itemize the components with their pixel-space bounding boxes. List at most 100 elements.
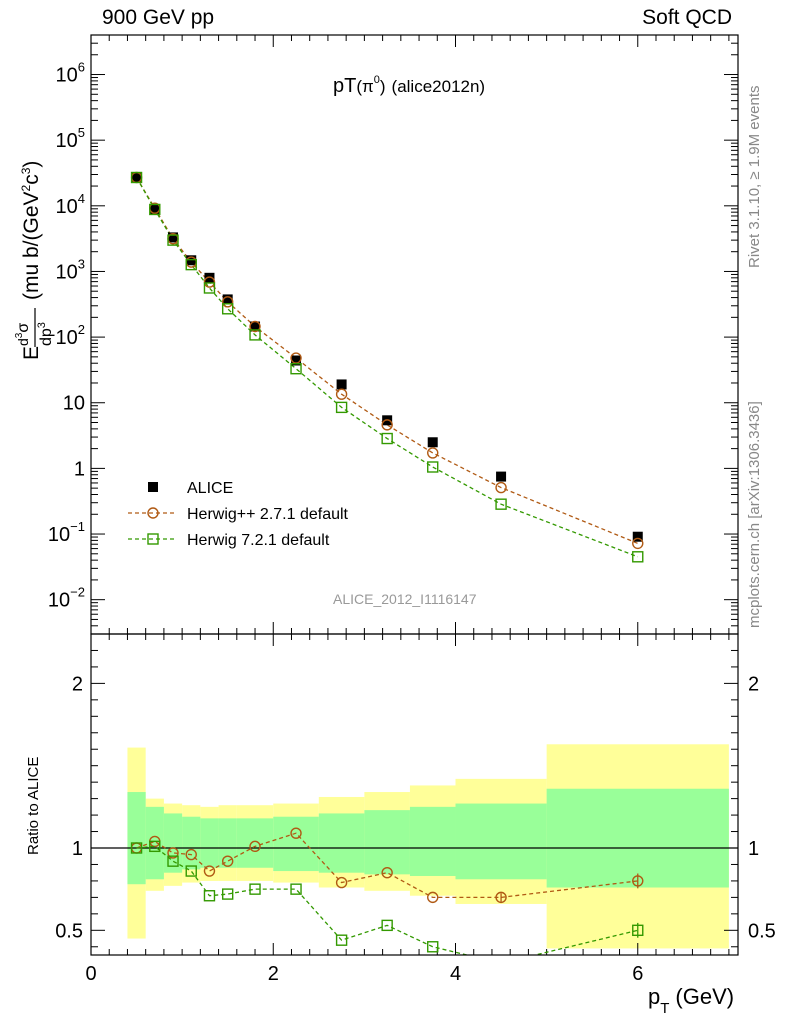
ratio-point-herwigpp	[167, 847, 179, 859]
stat-uncertainty-band	[127, 792, 146, 885]
main-point-alice	[149, 204, 160, 215]
legend-label: ALICE	[187, 480, 233, 497]
main-point-herwig7	[495, 498, 507, 510]
main-point-alice	[496, 471, 507, 482]
stat-uncertainty-band	[318, 813, 365, 873]
ratio-y-tick-label: 1	[72, 838, 83, 860]
y-tick-label: 103	[56, 256, 85, 283]
svg-text:dp3: dp3	[36, 322, 55, 346]
ratio-y-tick-label-right: 1	[748, 838, 759, 860]
x-axis-label: pT (GeV)	[648, 984, 734, 1017]
stat-uncertainty-band	[163, 813, 183, 873]
main-point-herwig7	[632, 551, 644, 563]
main-point-alice	[632, 531, 643, 542]
main-point-alice	[291, 355, 302, 366]
main-point-herwig7	[335, 401, 348, 414]
ratio-point-herwig7	[221, 888, 234, 900]
main-point-herwigpp	[632, 537, 644, 550]
x-tick-label: 0	[85, 963, 96, 985]
header-left-label: 900 GeV pp	[102, 6, 215, 29]
ratio-curve-0	[136, 832, 638, 899]
ratio-point-herwigpp	[381, 866, 393, 879]
ratio-point-herwig7	[632, 924, 644, 937]
main-point-herwigpp	[221, 296, 234, 308]
ratio-panel-frame	[90, 633, 739, 956]
axis-ticks: 0 2 4 6 10−2 10−1 1 10 102 103 104 105 106 0.5 0.5 1 1 2 2	[48, 34, 776, 985]
panel-frames	[90, 34, 739, 956]
y-tick-label: 104	[56, 191, 85, 218]
svg-text:Ed3σ: Ed3σ	[14, 323, 43, 360]
y-tick-label: 105	[56, 125, 85, 152]
main-point-herwigpp	[495, 481, 507, 494]
analysis-id-watermark: ALICE_2012_I1116147	[333, 591, 477, 607]
main-point-herwigpp	[381, 419, 393, 431]
y-tick-label: 1	[74, 458, 85, 480]
stat-uncertainty-band	[546, 788, 729, 888]
ratio-point-herwigpp	[249, 840, 261, 853]
x-tick-label: 2	[268, 963, 279, 985]
ratio-point-herwig7	[335, 934, 348, 946]
x-tick-label: 4	[450, 963, 461, 985]
main-point-alice	[222, 294, 233, 305]
ratio-point-herwig7	[167, 855, 179, 867]
main-point-herwig7	[130, 171, 143, 184]
stat-uncertainty-band	[236, 818, 274, 868]
y-tick-label: 10−2	[48, 585, 85, 612]
ratio-point-herwigpp	[221, 855, 234, 867]
main-point-herwig7	[203, 282, 216, 294]
legend-label: Herwig++ 2.7.1 default	[187, 506, 349, 523]
stat-uncertainty-band	[364, 810, 410, 875]
main-curve-2	[135, 177, 638, 558]
ratio-point-herwigpp	[495, 891, 507, 904]
ratio-curves	[130, 827, 644, 955]
stat-uncertainty-band	[200, 818, 219, 868]
main-point-alice	[427, 437, 438, 448]
main-point-herwig7	[249, 329, 261, 341]
ratio-point-herwigpp	[203, 865, 216, 877]
ratio-point-herwig7	[427, 941, 439, 953]
x-tick-label: 6	[632, 963, 643, 985]
ratio-y-tick-label-right: 0.5	[748, 920, 776, 942]
main-point-alice	[168, 232, 179, 243]
legend-marker	[147, 507, 159, 519]
main-point-herwig7	[290, 363, 302, 375]
ratio-y-tick-label: 0.5	[55, 920, 83, 942]
svg-text:(mu b/(GeV2c3): (mu b/(GeV2c3)	[19, 161, 43, 300]
main-point-herwig7	[381, 432, 393, 445]
uncertainty-bands	[91, 744, 738, 949]
stat-uncertainty-band	[273, 816, 319, 872]
ratio-point-herwig7	[290, 883, 302, 895]
main-point-alice	[204, 272, 215, 283]
legend-marker	[148, 482, 158, 492]
ratio-point-herwig7	[381, 919, 393, 932]
main-point-herwig7	[149, 203, 161, 216]
stat-uncertainty-band	[218, 818, 237, 868]
y-tick-label: 102	[56, 322, 85, 349]
ratio-point-herwig7	[149, 840, 161, 853]
ratio-y-axis-label: Ratio to ALICE	[25, 757, 42, 855]
main-point-herwig7	[185, 258, 197, 271]
ratio-point-herwig7	[203, 890, 216, 902]
main-point-alice	[131, 172, 142, 183]
ratio-point-herwigpp	[290, 827, 302, 839]
y-tick-label: 10−1	[48, 519, 85, 546]
legend: ALICE Herwig++ 2.7.1 default Herwig 7.2.1 …	[128, 480, 349, 549]
ratio-point-herwigpp	[632, 875, 644, 887]
legend-marker	[147, 533, 159, 545]
main-point-herwig7	[221, 303, 234, 315]
stat-uncertainty-band	[145, 806, 164, 880]
ratio-y-tick-label-right: 2	[748, 673, 759, 695]
main-point-herwig7	[427, 461, 439, 473]
data-markers	[130, 171, 644, 563]
main-point-herwigpp	[203, 276, 216, 288]
ratio-point-herwigpp	[427, 891, 439, 904]
ratio-curve-1	[136, 845, 638, 955]
y-tick-label: 10	[63, 393, 85, 415]
main-point-herwig7	[167, 234, 179, 246]
stat-uncertainty-band	[182, 816, 201, 870]
main-point-alice	[250, 321, 261, 332]
ratio-point-herwig7	[130, 842, 143, 854]
main-point-herwigpp	[335, 388, 348, 400]
main-point-herwigpp	[427, 447, 439, 459]
